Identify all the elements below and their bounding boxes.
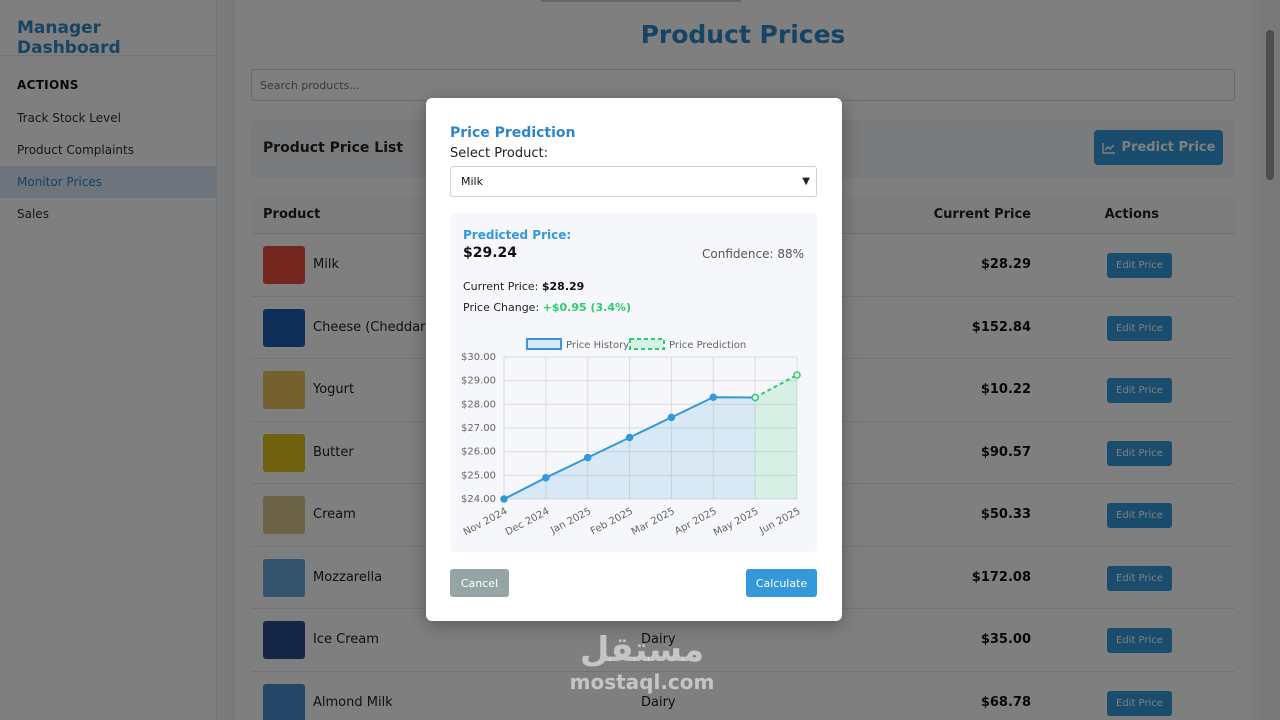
- calculate-button[interactable]: Calculate: [746, 569, 817, 597]
- select-product-label: Select Product:: [450, 146, 548, 161]
- data-point: [793, 371, 801, 379]
- watermark-arabic: مستقل: [579, 630, 705, 670]
- current-price-line: Current Price: $28.29: [463, 280, 584, 293]
- y-tick-label: $27.00: [461, 423, 496, 434]
- modal-title: Price Prediction: [450, 125, 576, 141]
- confidence-value: Confidence: 88%: [702, 247, 804, 261]
- x-tick-label: Jan 2025: [548, 506, 593, 537]
- data-point: [709, 393, 718, 401]
- chevron-down-icon: ▼: [802, 176, 810, 187]
- predicted-price-value: $29.24: [463, 245, 518, 261]
- x-tick-label: Apr 2025: [673, 506, 719, 537]
- price-change-label: Price Change:: [463, 301, 540, 314]
- product-select[interactable]: Milk ▼: [450, 166, 817, 197]
- data-point: [583, 453, 592, 462]
- cancel-button[interactable]: Cancel: [450, 569, 509, 597]
- current-price-label: Current Price:: [463, 280, 539, 293]
- series-line: [754, 374, 798, 399]
- prediction-result-box: Predicted Price: $29.24 Confidence: 88% …: [450, 213, 817, 552]
- data-point: [500, 495, 508, 503]
- y-tick-label: $24.00: [461, 494, 496, 505]
- data-point: [625, 433, 634, 442]
- x-tick-label: Mar 2025: [630, 506, 677, 538]
- legend-swatch: [629, 338, 665, 350]
- legend-label: Price Prediction: [669, 340, 746, 351]
- series-area: [755, 375, 797, 499]
- price-chart: $24.00 $25.00 $26.00 $27.00 $28.00 $29.00 $30.…: [461, 338, 802, 539]
- x-tick-label: Dec 2024: [504, 506, 552, 538]
- current-price-value: $28.29: [541, 280, 585, 293]
- price-change-line: Price Change: +$0.95 (3.4%): [463, 301, 631, 314]
- data-point: [542, 473, 550, 482]
- watermark-logo: مستقل mostaql.com: [562, 630, 722, 694]
- legend-swatch: [526, 338, 562, 350]
- data-point: [751, 393, 759, 402]
- x-tick-label: May 2025: [712, 506, 761, 539]
- y-tick-label: $26.00: [461, 447, 496, 458]
- data-point: [667, 413, 676, 422]
- watermark-latin: mostaql.com: [569, 670, 715, 694]
- predicted-price-label: Predicted Price:: [463, 228, 572, 242]
- x-tick-label: Feb 2025: [589, 506, 635, 537]
- x-tick-label: Nov 2024: [462, 506, 510, 538]
- selected-product: Milk: [461, 175, 483, 188]
- y-tick-label: $30.00: [461, 352, 496, 363]
- price-change-value: +$0.95 (3.4%): [542, 301, 632, 314]
- y-tick-label: $28.00: [461, 399, 496, 410]
- series-area: [504, 397, 756, 499]
- y-tick-label: $25.00: [461, 470, 496, 481]
- x-tick-label: Jun 2025: [757, 506, 802, 537]
- price-prediction-modal: Price Prediction Select Product: Milk ▼ …: [426, 98, 842, 621]
- legend-label: Price History: [566, 340, 629, 351]
- y-tick-label: $29.00: [461, 376, 496, 387]
